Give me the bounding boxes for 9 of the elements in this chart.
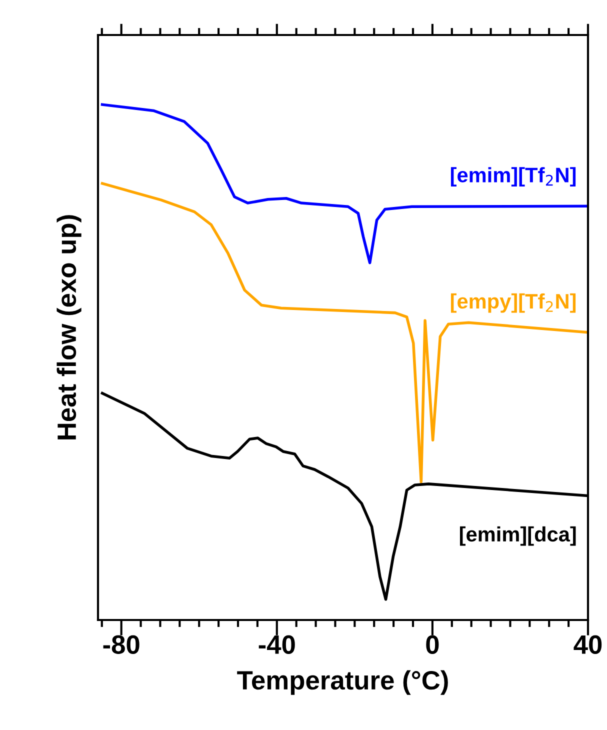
x-tick-label: 40 [574,635,602,654]
series-label: [emim][dca] [460,526,576,546]
x-axis-title: Temperature (°C) [237,670,448,695]
x-tick-label: -40 [258,635,295,654]
y-axis-title: Heat flow (exo up) [56,215,82,440]
x-tick-label: 0 [426,635,439,654]
series-label: [emim][Tf$_{2}$N] [450,167,576,187]
x-tick-label: -80 [103,635,140,654]
series-label: [empy][Tf$_{2}$N] [450,293,576,313]
